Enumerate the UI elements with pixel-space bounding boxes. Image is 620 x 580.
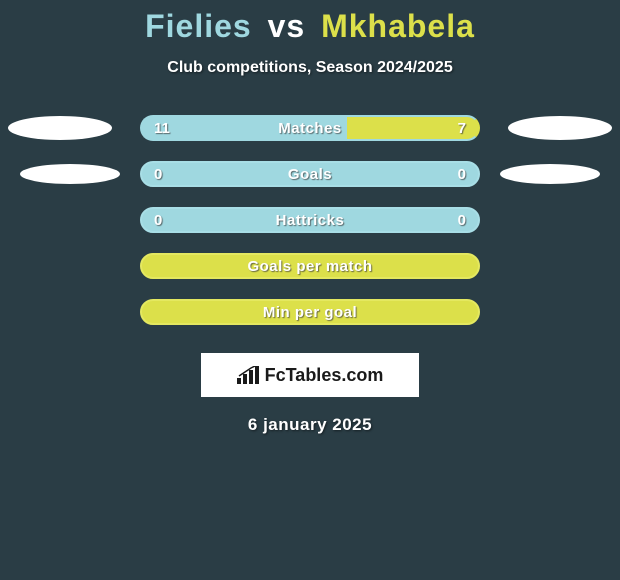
value-a: 0: [154, 212, 162, 229]
page-title: Fielies vs Mkhabela: [0, 8, 620, 45]
value-a: 11: [154, 120, 170, 137]
chart-icon: [237, 366, 259, 384]
value-a: 0: [154, 166, 162, 183]
stat-label: Hattricks: [276, 212, 345, 229]
player-a-name: Fielies: [145, 8, 252, 44]
stat-label: Min per goal: [263, 304, 357, 321]
stat-row-goals-per-match: Goals per match: [0, 253, 620, 279]
value-b: 7: [458, 120, 466, 137]
stat-row-goals: 0 Goals 0: [0, 161, 620, 187]
stat-bar: Min per goal: [140, 299, 480, 325]
value-b: 0: [458, 166, 466, 183]
stat-bar: 0 Hattricks 0: [140, 207, 480, 233]
stat-row-hattricks: 0 Hattricks 0: [0, 207, 620, 233]
stat-bar: 0 Goals 0: [140, 161, 480, 187]
avatar-placeholder-left: [20, 164, 120, 184]
stat-label: Goals per match: [247, 258, 372, 275]
vs-separator: vs: [268, 8, 306, 44]
avatar-placeholder-left: [8, 116, 112, 140]
player-b-name: Mkhabela: [321, 8, 475, 44]
subtitle: Club competitions, Season 2024/2025: [0, 59, 620, 77]
stat-row-min-per-goal: Min per goal: [0, 299, 620, 325]
stat-label: Matches: [278, 120, 342, 137]
avatar-placeholder-right: [508, 116, 612, 140]
logo-box: FcTables.com: [201, 353, 419, 397]
value-b: 0: [458, 212, 466, 229]
stat-label: Goals: [288, 166, 332, 183]
stats-rows: 11 Matches 7 0 Goals 0 0 Hattricks 0: [0, 115, 620, 325]
stat-row-matches: 11 Matches 7: [0, 115, 620, 141]
logo-text: FcTables.com: [265, 365, 384, 386]
footer-date: 6 january 2025: [0, 415, 620, 435]
comparison-card: Fielies vs Mkhabela Club competitions, S…: [0, 0, 620, 435]
avatar-placeholder-right: [500, 164, 600, 184]
stat-bar: 11 Matches 7: [140, 115, 480, 141]
stat-bar: Goals per match: [140, 253, 480, 279]
